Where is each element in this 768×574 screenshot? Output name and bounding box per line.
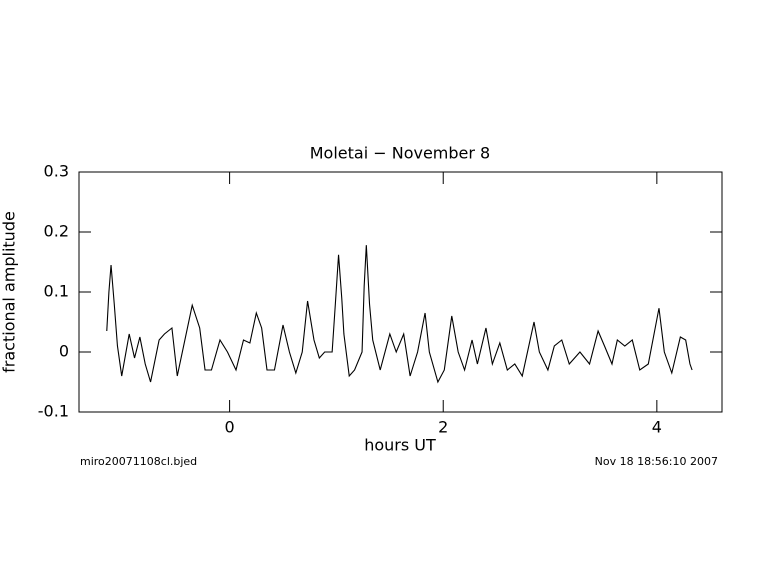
y-tick-label: 0 [59,342,69,361]
chart-title: Moletai − November 8 [310,144,490,163]
plot-frame [78,171,723,413]
y-tick-label: 0.1 [44,282,69,301]
x-axis-label: hours UT [364,436,436,455]
y-axis-label: fractional amplitude [0,211,19,373]
data-line [106,245,693,384]
y-tick-label: -0.1 [38,402,69,421]
y-tick-label: 0.3 [44,162,69,181]
footer-left: miro20071108cl.bjed [80,455,197,468]
footer-right: Nov 18 18:56:10 2007 [595,455,718,468]
x-tick-label: 4 [652,418,662,437]
x-tick-label: 0 [225,418,235,437]
x-tick-label: 2 [438,418,448,437]
y-tick-label: 0.2 [44,222,69,241]
